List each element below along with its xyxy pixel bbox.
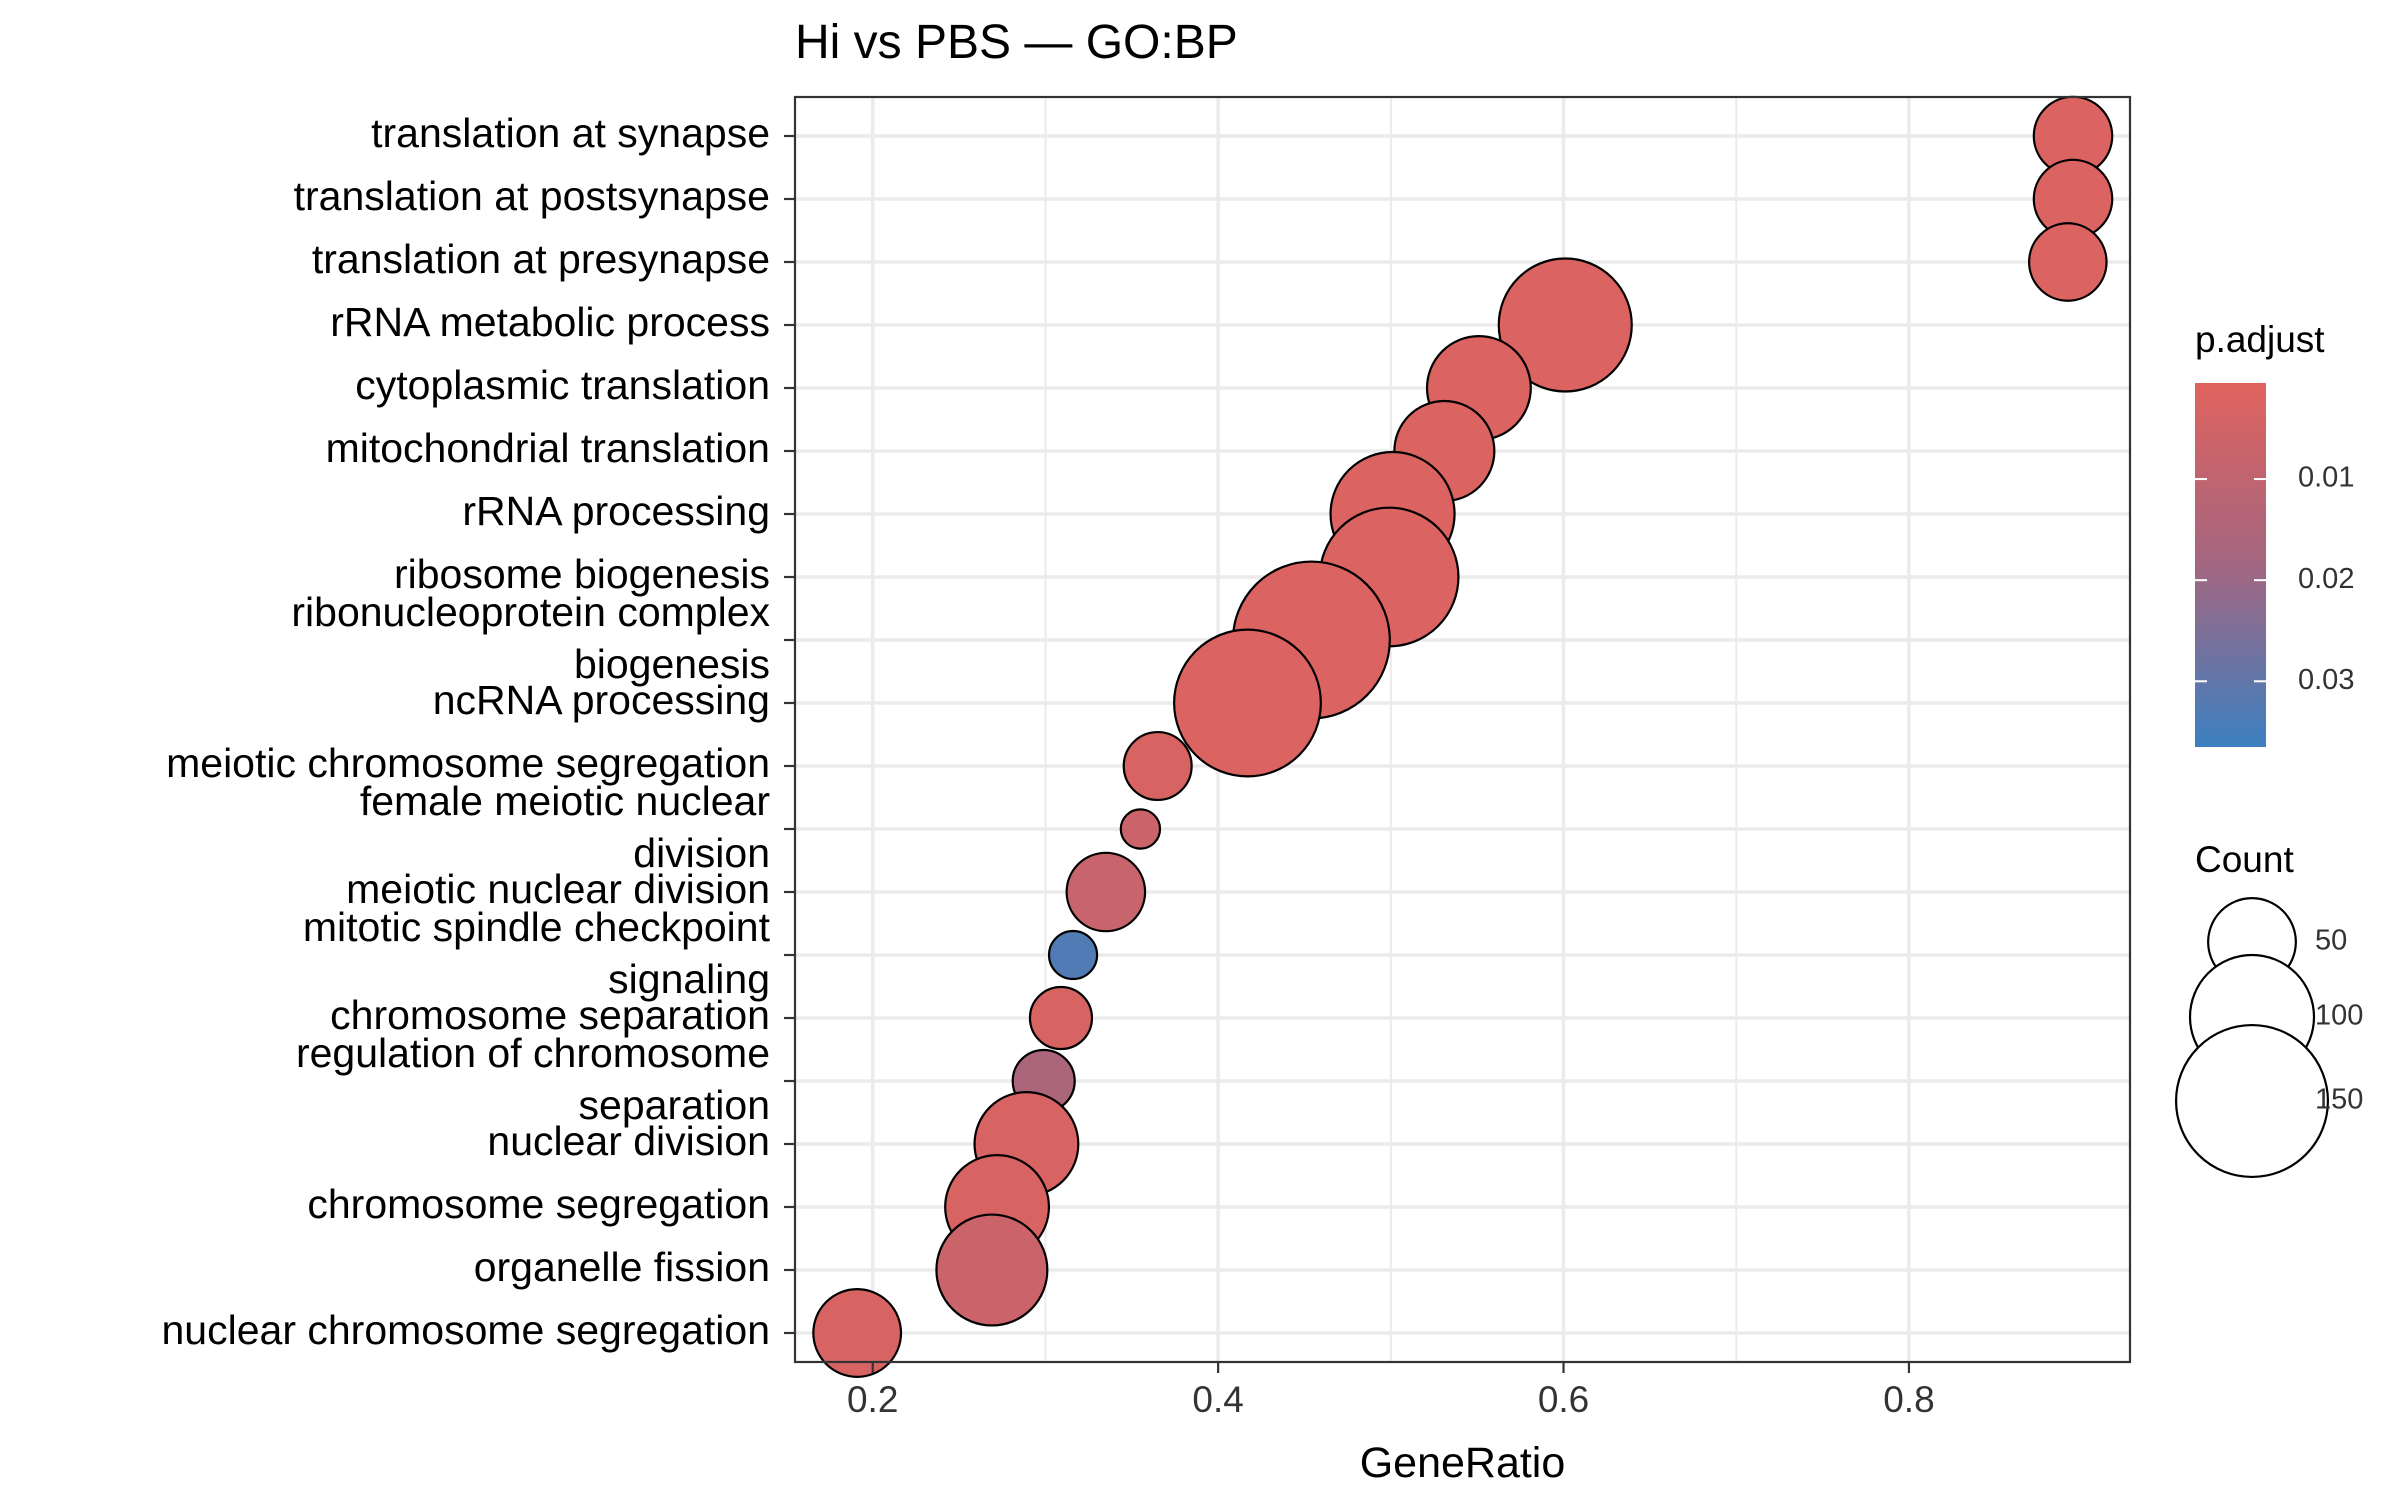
size-legend-label: 50 (2315, 925, 2347, 957)
y-tick-label: mitochondrial translation (326, 425, 770, 471)
y-tick-label: ncRNA processing (433, 677, 770, 723)
x-axis: 0.2 0.4 0.6 0.8 (847, 1362, 1935, 1420)
y-tick-label: separation (579, 1082, 770, 1128)
grid-lines (795, 97, 2130, 1362)
data-point (1065, 851, 1147, 933)
data-point (1028, 985, 1094, 1051)
color-legend-label: 0.01 (2298, 462, 2354, 494)
data-point (1047, 929, 1099, 981)
x-axis-title: GeneRatio (1360, 1439, 1566, 1487)
data-point (2028, 222, 2108, 302)
size-legend-label: 150 (2315, 1084, 2363, 1116)
y-tick-label: mitotic spindle checkpoint (303, 904, 771, 950)
y-tick-label: female meiotic nuclear (360, 778, 770, 824)
y-tick-label: rRNA processing (462, 488, 770, 534)
y-tick-label: rRNA metabolic process (330, 299, 770, 345)
y-tick-label: organelle fission (474, 1244, 770, 1290)
data-point (1173, 628, 1322, 778)
chart-title: Hi vs PBS — GO:BP (795, 16, 1238, 69)
x-tick-label: 0.2 (847, 1379, 898, 1420)
color-legend-label: 0.02 (2298, 563, 2354, 595)
y-tick-label: division (633, 830, 770, 876)
x-tick-label: 0.4 (1192, 1379, 1243, 1420)
color-bar (2195, 383, 2266, 747)
data-point (1497, 257, 1633, 393)
data-point (1119, 808, 1162, 850)
size-legend-title: Count (2195, 839, 2294, 880)
size-legend: Count 50 100 150 (2174, 839, 2363, 1179)
y-axis-labels: translation at synapse translation at pos… (162, 110, 795, 1353)
y-tick-label: translation at synapse (371, 110, 770, 156)
y-tick-label: regulation of chromosome (296, 1030, 770, 1076)
y-tick-label: ribonucleoprotein complex (291, 589, 770, 635)
y-tick-label: biogenesis (574, 641, 770, 687)
data-point (812, 1288, 903, 1378)
y-tick-label: translation at postsynapse (294, 173, 770, 219)
color-legend: p.adjust 0.01 0.02 0.03 (2195, 319, 2354, 747)
data-point (935, 1213, 1049, 1327)
y-tick-label: meiotic chromosome segregation (166, 740, 770, 786)
y-tick-label: nuclear division (487, 1118, 770, 1164)
size-legend-label: 100 (2315, 1000, 2363, 1032)
data-point (1122, 730, 1193, 802)
x-tick-label: 0.8 (1883, 1379, 1934, 1420)
y-tick-label: signaling (608, 956, 770, 1002)
x-tick-label: 0.6 (1538, 1379, 1589, 1420)
y-tick-label: chromosome segregation (307, 1181, 770, 1227)
color-legend-label: 0.03 (2298, 664, 2354, 696)
plot-panel (793, 95, 2132, 1378)
size-legend-circle (2174, 1023, 2330, 1179)
y-tick-label: ribosome biogenesis (394, 551, 770, 597)
color-legend-title: p.adjust (2195, 319, 2325, 360)
y-tick-label: chromosome separation (330, 992, 770, 1038)
y-tick-label: translation at presynapse (312, 236, 770, 282)
y-tick-label: nuclear chromosome segregation (162, 1307, 771, 1353)
panel-border (793, 95, 2132, 1364)
y-tick-label: meiotic nuclear division (346, 866, 770, 912)
data-points (812, 95, 2114, 1378)
y-tick-label: cytoplasmic translation (355, 362, 770, 408)
